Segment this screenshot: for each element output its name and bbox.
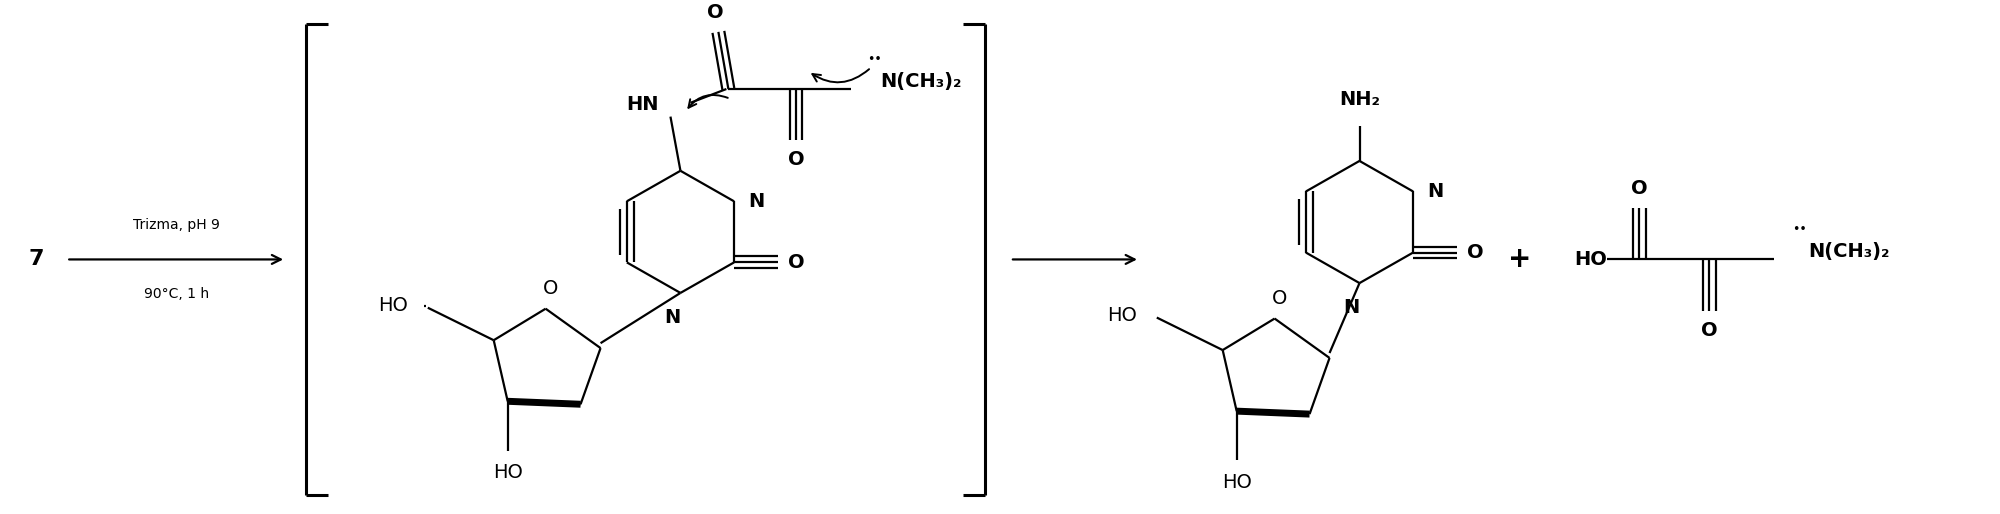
Text: HO: HO [492,463,522,482]
Text: N(CH₃)₂: N(CH₃)₂ [1808,242,1890,261]
Text: +: + [1508,246,1530,273]
Text: O: O [788,253,804,272]
Text: O: O [788,151,804,170]
Text: ••: •• [1792,224,1808,236]
Text: 90°C, 1 h: 90°C, 1 h [144,287,208,301]
FancyArrowPatch shape [812,69,870,82]
Text: HO: HO [378,296,408,315]
Text: HO: HO [1222,472,1252,491]
Text: HO: HO [1574,250,1608,269]
Text: ••: •• [866,53,882,66]
Text: N: N [664,308,680,327]
Text: HN: HN [626,95,658,114]
Text: 7: 7 [28,249,44,269]
FancyArrowPatch shape [688,95,728,108]
Text: N: N [1426,182,1444,201]
Text: O: O [708,3,724,22]
Text: N(CH₃)₂: N(CH₃)₂ [880,71,962,90]
Text: N: N [748,192,764,211]
Text: O: O [1466,243,1484,262]
Text: N: N [1344,298,1360,317]
Text: O: O [1700,321,1718,340]
Text: O: O [1630,179,1648,198]
Text: O: O [1272,289,1288,308]
Text: NH₂: NH₂ [1340,90,1380,109]
Text: Trizma, pH 9: Trizma, pH 9 [132,218,220,232]
Text: HO: HO [1106,306,1136,325]
Text: O: O [542,280,558,299]
